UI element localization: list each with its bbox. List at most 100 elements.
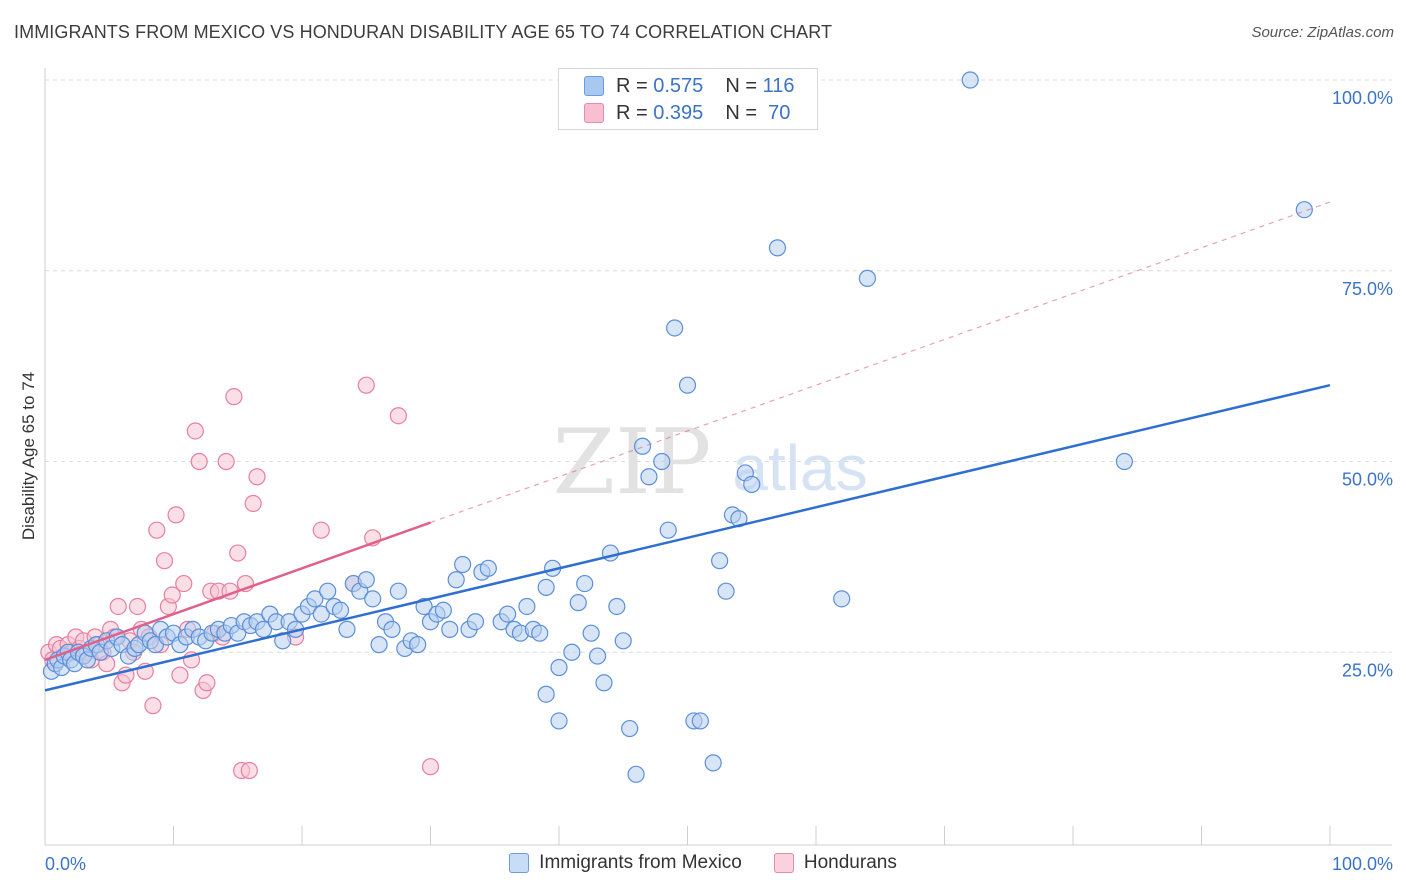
- data-points: [40, 71, 1313, 783]
- point-mexico: [717, 582, 735, 600]
- legend-swatch-mexico: [509, 853, 530, 873]
- point-honduran: [144, 697, 162, 715]
- point-mexico: [312, 605, 330, 623]
- point-mexico: [466, 613, 485, 631]
- point-mexico: [364, 590, 382, 608]
- point-mexico: [833, 590, 851, 608]
- point-mexico: [1115, 452, 1134, 471]
- point-mexico: [434, 601, 452, 619]
- point-mexico: [306, 590, 324, 608]
- point-mexico: [370, 636, 388, 654]
- legend-item-honduran[interactable]: Hondurans: [773, 852, 897, 874]
- point-honduran: [225, 388, 243, 406]
- legend-label-mexico: Immigrants from Mexico: [539, 852, 742, 873]
- legend-row-mexico: R = 0.575 N = 116: [584, 73, 794, 99]
- gridlines: [45, 79, 1392, 653]
- point-mexico: [389, 582, 407, 600]
- point-mexico: [331, 601, 350, 619]
- watermark-zip: ZIP: [553, 410, 712, 515]
- point-honduran: [186, 422, 204, 440]
- point-mexico: [338, 620, 356, 638]
- y-axis-label: Disability Age 65 to 74: [19, 372, 38, 540]
- point-mexico: [499, 605, 517, 623]
- point-mexico: [518, 597, 536, 616]
- point-mexico: [627, 765, 645, 783]
- point-mexico: [479, 559, 497, 577]
- series-legend: Immigrants from Mexico Hondurans: [0, 852, 1406, 874]
- legend-label-honduran: Hondurans: [803, 852, 897, 873]
- legend-swatch-mexico: [584, 76, 604, 96]
- point-mexico: [633, 437, 652, 455]
- point-mexico: [550, 658, 568, 677]
- point-mexico: [691, 712, 709, 730]
- point-mexico: [858, 269, 877, 287]
- point-mexico: [409, 636, 427, 654]
- point-mexico: [454, 555, 472, 574]
- point-mexico: [357, 571, 375, 589]
- stats-legend: R = 0.575 N = 116 R = 0.395 N = 70: [558, 68, 818, 130]
- point-mexico: [531, 624, 549, 642]
- point-mexico: [537, 578, 555, 596]
- point-mexico: [563, 643, 581, 661]
- trend-lines: [44, 201, 1331, 692]
- trend-line-honduran-extension: [430, 201, 1331, 524]
- legend-r-value-mexico: 0.575: [653, 74, 704, 97]
- point-honduran: [155, 552, 174, 570]
- legend-n-value-mexico: 116: [762, 74, 795, 97]
- point-honduran: [312, 521, 330, 539]
- point-mexico: [614, 632, 632, 650]
- point-mexico: [550, 712, 568, 730]
- point-honduran: [421, 758, 440, 776]
- point-honduran: [109, 597, 127, 616]
- y-tick-label: 100.0%: [1332, 88, 1393, 108]
- point-mexico: [640, 468, 658, 486]
- point-honduran: [389, 407, 407, 425]
- point-mexico: [704, 754, 722, 772]
- point-mexico: [653, 452, 671, 471]
- point-honduran: [198, 674, 216, 692]
- y-tick-label: 50.0%: [1342, 470, 1393, 490]
- point-mexico: [588, 647, 607, 665]
- point-honduran: [175, 574, 193, 593]
- point-honduran: [167, 506, 185, 524]
- point-mexico: [447, 571, 465, 589]
- point-mexico: [666, 319, 684, 337]
- point-mexico: [711, 552, 729, 570]
- watermark: ZIP atlas: [553, 410, 868, 515]
- legend-n-value-honduran: 70: [768, 101, 791, 124]
- legend-row-honduran: R = 0.395 N = 70: [584, 100, 790, 126]
- legend-item-mexico[interactable]: Immigrants from Mexico: [509, 852, 742, 874]
- point-mexico: [621, 719, 639, 738]
- point-honduran: [171, 666, 189, 684]
- axes: [44, 68, 1392, 846]
- point-honduran: [190, 452, 208, 471]
- point-mexico: [608, 597, 626, 616]
- point-mexico: [569, 594, 587, 612]
- point-honduran: [229, 544, 247, 562]
- legend-r-label: R =: [616, 101, 648, 124]
- legend-r-label: R =: [616, 74, 648, 97]
- point-mexico: [595, 674, 613, 692]
- watermark-atlas: atlas: [732, 432, 867, 504]
- y-tick-label: 75.0%: [1342, 279, 1393, 299]
- trend-line-mexico: [44, 383, 1331, 692]
- trend-line-honduran: [44, 521, 431, 662]
- legend-n-label: N =: [725, 74, 757, 97]
- point-mexico: [582, 624, 600, 642]
- point-mexico: [659, 521, 677, 539]
- point-mexico: [961, 71, 979, 89]
- point-mexico: [678, 376, 697, 394]
- point-honduran: [217, 452, 235, 471]
- legend-n-label: N =: [725, 101, 757, 124]
- point-mexico: [743, 475, 761, 493]
- point-honduran: [248, 468, 266, 486]
- legend-swatch-honduran: [773, 853, 794, 873]
- y-tick-label: 25.0%: [1342, 660, 1393, 680]
- point-mexico: [576, 574, 594, 593]
- point-mexico: [319, 582, 337, 600]
- point-mexico: [383, 620, 401, 638]
- point-mexico: [537, 685, 555, 703]
- point-honduran: [357, 376, 375, 394]
- x-tick-label: 100.0%: [1332, 854, 1393, 874]
